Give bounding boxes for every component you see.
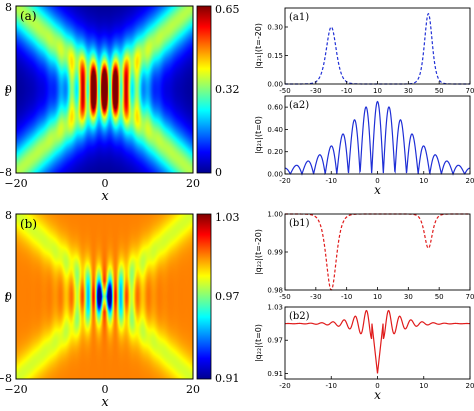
x-tick-label: 10 bbox=[373, 293, 382, 301]
x-tick-label: -20 bbox=[279, 382, 290, 390]
colorbar-b bbox=[196, 213, 212, 380]
y-axis-label: |q₂₁|(t=0) bbox=[254, 116, 263, 154]
x-tick-label: 30 bbox=[404, 87, 413, 95]
series-line bbox=[284, 100, 471, 176]
colorbar-a-tick-2: 0.32 bbox=[215, 83, 240, 96]
x-tick-label: -10 bbox=[341, 87, 352, 95]
x-tick-label: -50 bbox=[279, 87, 290, 95]
y-axis-label: |q₂₂|(t=-20) bbox=[254, 229, 263, 275]
x-tick-label: 0 bbox=[375, 382, 379, 390]
b-xtick-2: 0 bbox=[102, 383, 109, 396]
heatmap-panel-a: (a) −20 0 20 x 8 0 −8 t 0.65 0.32 0 bbox=[0, 1, 240, 204]
b-xlabel: x bbox=[101, 395, 109, 410]
x-tick-label: 50 bbox=[435, 87, 444, 95]
colorbar-a bbox=[196, 5, 212, 174]
y-tick-label: 0.20 bbox=[267, 148, 283, 156]
panel-label: (a1) bbox=[289, 12, 309, 23]
a-xtick-1: −20 bbox=[4, 177, 27, 190]
line-panels: -50 -30 -10 10 30 50 70 0.00 0.15 0.30 (a1) |q₂₁|(t… bbox=[254, 7, 474, 403]
series-line bbox=[285, 213, 470, 291]
x-tick-label: -10 bbox=[326, 177, 337, 185]
panel-label: (b2) bbox=[289, 311, 310, 322]
series-line bbox=[285, 12, 470, 85]
x-tick-label: 20 bbox=[466, 177, 474, 185]
x-tick-label: 70 bbox=[466, 293, 474, 301]
a-ytick-1: 8 bbox=[5, 1, 12, 14]
x-tick-label: -20 bbox=[279, 177, 290, 185]
heatmap-a-canvas bbox=[16, 6, 193, 173]
y-tick-label: 0.97 bbox=[267, 337, 283, 345]
heatmap-panel-b: (b) −20 0 20 x 8 0 −8 t 1.03 0.97 0.91 bbox=[0, 209, 240, 410]
y-tick-label: 0.98 bbox=[267, 287, 283, 295]
x-tick-label: 0 bbox=[375, 177, 379, 185]
x-tick-label: 20 bbox=[466, 382, 474, 390]
colorbar-a-tick-3: 0 bbox=[215, 166, 222, 179]
line-panel-b1: -50 -30 -10 10 30 50 70 0.98 0.99 1.00 (b1) |q₂₂|(t… bbox=[254, 211, 474, 302]
panel-label-b: (b) bbox=[20, 217, 37, 231]
a-ytick-3: −8 bbox=[0, 166, 12, 179]
y-axis-label: |q₂₂|(t=0) bbox=[254, 324, 263, 362]
x-tick-label: 10 bbox=[419, 382, 428, 390]
y-tick-label: 0.40 bbox=[267, 126, 283, 134]
heatmap-b-canvas bbox=[16, 214, 193, 379]
a-ylabel: t bbox=[4, 85, 10, 100]
a-xtick-3: 20 bbox=[186, 177, 200, 190]
y-tick-label: 0.60 bbox=[267, 104, 283, 112]
b-ytick-1: 8 bbox=[5, 209, 12, 222]
x-tick-label: -10 bbox=[341, 293, 352, 301]
line-panel-b2: -20 -10 0 10 20 0.91 0.97 1.03 (b2) |q₂₂|(t=0) x bbox=[254, 304, 474, 403]
x-tick-label: -30 bbox=[310, 293, 321, 301]
plot-frame bbox=[284, 95, 471, 175]
b-xtick-3: 20 bbox=[186, 383, 200, 396]
x-axis-label: x bbox=[374, 388, 381, 402]
panel-label: (a2) bbox=[289, 100, 309, 111]
x-tick-label: -30 bbox=[310, 87, 321, 95]
x-axis-label: x bbox=[374, 183, 381, 197]
b-ytick-2: 0 bbox=[5, 290, 12, 303]
y-tick-label: 0.15 bbox=[267, 52, 283, 60]
b-ylabel: t bbox=[4, 291, 10, 306]
b-ytick-3: −8 bbox=[0, 372, 12, 385]
y-tick-label: 1.00 bbox=[267, 211, 283, 219]
line-panel-a2: -20 -10 0 10 20 0.00 0.20 0.40 0.60 (a2) |q₂₁|(t=0… bbox=[254, 95, 474, 197]
plot-frame bbox=[284, 213, 471, 291]
panel-label: (b1) bbox=[289, 218, 310, 229]
colorbar-b-tick-1: 1.03 bbox=[215, 211, 240, 224]
line-panel-a1: -50 -30 -10 10 30 50 70 0.00 0.15 0.30 (a1) |q₂₁|(t… bbox=[254, 7, 474, 95]
a-ytick-2: 0 bbox=[5, 83, 12, 96]
panel-label-a: (a) bbox=[20, 9, 37, 23]
x-tick-label: 10 bbox=[373, 87, 382, 95]
colorbar-b-tick-3: 0.91 bbox=[215, 372, 240, 385]
y-tick-label: 0.30 bbox=[267, 24, 283, 32]
series-line bbox=[284, 309, 471, 374]
y-tick-label: 1.03 bbox=[267, 304, 283, 312]
x-tick-label: -10 bbox=[326, 382, 337, 390]
colorbar-a-tick-1: 0.65 bbox=[215, 3, 240, 16]
x-tick-label: 10 bbox=[419, 177, 428, 185]
x-tick-label: -50 bbox=[279, 293, 290, 301]
plot-frame bbox=[284, 7, 471, 85]
x-tick-label: 30 bbox=[404, 293, 413, 301]
a-xtick-2: 0 bbox=[102, 177, 109, 190]
x-tick-label: 70 bbox=[466, 87, 474, 95]
y-tick-label: 0.99 bbox=[267, 249, 283, 257]
y-axis-label: |q₂₁|(t=-20) bbox=[254, 23, 263, 69]
y-tick-label: 0.00 bbox=[267, 81, 283, 89]
b-xtick-1: −20 bbox=[4, 383, 27, 396]
x-tick-label: 50 bbox=[435, 293, 444, 301]
a-xlabel: x bbox=[101, 189, 109, 204]
y-tick-label: 0.91 bbox=[267, 370, 283, 378]
colorbar-b-tick-2: 0.97 bbox=[215, 290, 240, 303]
y-tick-label: 0.00 bbox=[267, 171, 283, 179]
